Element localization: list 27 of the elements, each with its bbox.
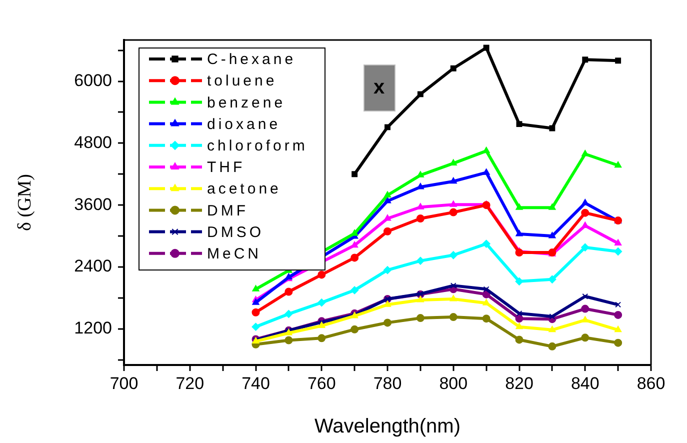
x-axis-title: Wavelength(nm) <box>314 416 460 438</box>
legend-label: benzene <box>207 94 286 112</box>
x-tick-label: 740 <box>242 374 270 393</box>
legend-label: DMSO <box>207 224 264 241</box>
legend-label: chloroform <box>207 138 308 155</box>
y-tick-label: 3600 <box>74 194 112 214</box>
legend-label: toluene <box>207 72 278 90</box>
y-tick-label: 2400 <box>74 256 112 276</box>
x-tick-label: 780 <box>373 374 402 393</box>
x-tick-label: 720 <box>176 374 204 393</box>
annotation: x <box>373 76 385 99</box>
legend-label: MeCN <box>207 246 262 263</box>
legend-label: dioxane <box>207 116 281 133</box>
legend-label: THF <box>207 159 246 176</box>
x-tick-label: 860 <box>636 374 666 393</box>
legend-label: acetone <box>207 180 282 198</box>
x-tick-label: 800 <box>439 374 468 393</box>
y-tick-label: 6000 <box>74 70 112 90</box>
y-axis-title: δ (GM) <box>14 174 36 231</box>
x-tick-label: 760 <box>307 374 336 393</box>
y-tick-label: 4800 <box>74 132 112 152</box>
legend-label: C-hexane <box>207 51 296 68</box>
x-tick-label: 840 <box>570 374 600 393</box>
y-tick-label: 1200 <box>74 318 112 338</box>
x-tick-label: 700 <box>110 374 138 393</box>
x-tick-label: 820 <box>505 374 534 393</box>
legend-label: DMF <box>207 202 248 220</box>
